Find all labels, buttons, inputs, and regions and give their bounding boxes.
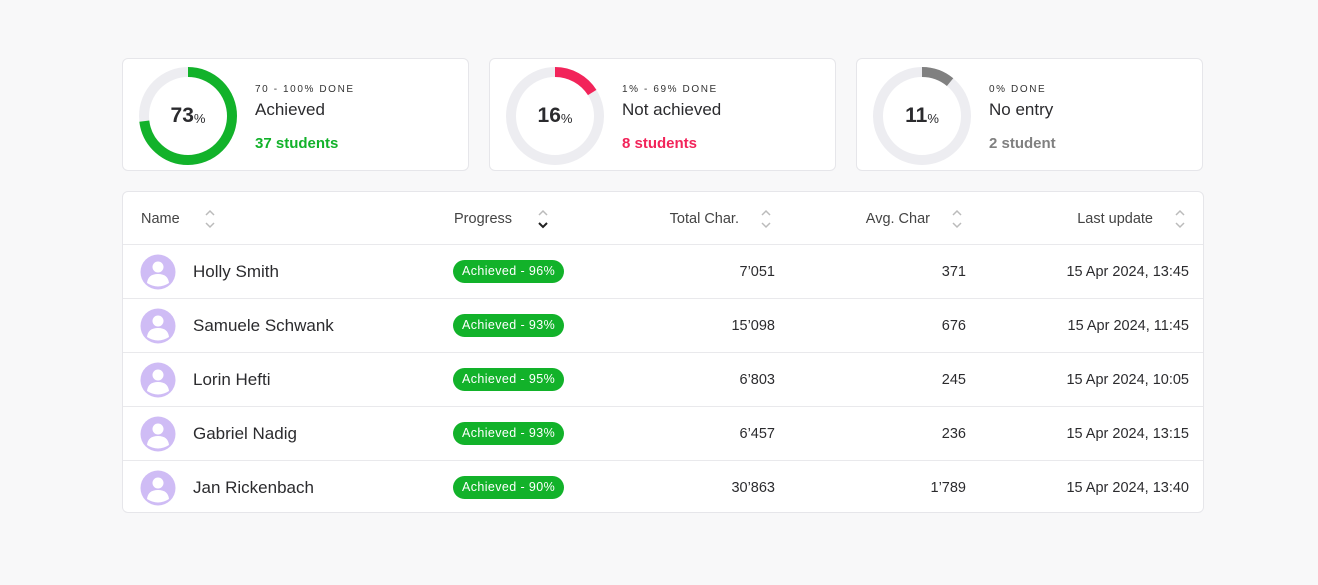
data-table: Name Progress Total Char. Avg. Char Last upd… [122, 191, 1204, 513]
summary-card: 16% 1% - 69% DONE Not achieved 8 students [489, 58, 836, 171]
sort-up [952, 209, 962, 216]
sort-up [205, 209, 215, 216]
column-header[interactable]: Avg. Char [865, 211, 930, 227]
sort-up [1175, 209, 1185, 216]
donut-arc [506, 67, 604, 165]
char-count: 15’098 [731, 318, 775, 334]
avatar [140, 470, 176, 506]
column-header[interactable]: Total Char. [669, 211, 739, 227]
char-count: 6’803 [739, 372, 775, 388]
progress-pill: Achieved - 90% [453, 476, 565, 499]
table-row: Holly Smith Achieved - 96% 7’051 371 15 Apr … [123, 244, 1203, 299]
range-label: 70 - 100% DONE [255, 84, 355, 95]
table-row: Samuele Schwank Achieved - 93% 15’098 676 15… [123, 298, 1203, 353]
avatar-head [152, 369, 164, 381]
student-name: Samuele Schwank [193, 316, 334, 335]
progress-pill: Achieved - 93% [453, 314, 565, 337]
status-label: Not achieved [622, 100, 722, 119]
avatar-body [147, 328, 169, 341]
last-update: 15 Apr 2024, 13:45 [1066, 264, 1189, 280]
table-row: Lorin Hefti Achieved - 95% 6’803 245 15 Apr … [123, 352, 1203, 407]
sort-icon[interactable] [951, 208, 963, 230]
range-label: 0% DONE [989, 84, 1047, 95]
column-header[interactable]: Last update [1077, 211, 1153, 227]
avatar-head [152, 315, 164, 327]
char-count: 371 [941, 264, 966, 280]
percent-label: 16% [504, 65, 606, 167]
column-header[interactable]: Name [141, 211, 180, 227]
sort-down [761, 222, 771, 229]
student-count: 8 students [622, 135, 698, 152]
progress-pill: Achieved - 96% [453, 260, 565, 283]
avatar-head [152, 477, 164, 489]
status-label: Achieved [255, 100, 325, 119]
char-count: 245 [941, 372, 966, 388]
student-name: Lorin Hefti [193, 370, 271, 389]
avatar-body [147, 382, 169, 395]
last-update: 15 Apr 2024, 13:15 [1066, 426, 1189, 442]
table-row: Jan Rickenbach Achieved - 90% 30’863 1’789 1… [123, 460, 1203, 515]
summary-card: 11% 0% DONE No entry 2 student [856, 58, 1203, 171]
avatar [140, 308, 176, 344]
last-update: 15 Apr 2024, 10:05 [1066, 372, 1189, 388]
sort-icon[interactable] [1174, 208, 1186, 230]
status-label: No entry [989, 100, 1054, 119]
range-label: 1% - 69% DONE [622, 84, 718, 95]
student-name: Gabriel Nadig [193, 424, 297, 443]
last-update: 15 Apr 2024, 11:45 [1067, 318, 1189, 334]
sort-icon[interactable] [204, 208, 216, 230]
percent-unit: % [193, 111, 206, 126]
char-count: 676 [941, 318, 966, 334]
sort-icon[interactable] [537, 208, 549, 230]
percent-value: 16 [537, 104, 561, 127]
char-count: 6’457 [739, 426, 775, 442]
sort-down [205, 222, 215, 229]
percent-unit: % [560, 111, 573, 126]
student-name: Jan Rickenbach [193, 478, 314, 497]
sort-icon[interactable] [760, 208, 772, 230]
avatar [140, 254, 176, 290]
sort-up [538, 209, 548, 216]
table-row: Gabriel Nadig Achieved - 93% 6’457 236 15 Ap… [123, 406, 1203, 461]
percent-unit: % [927, 111, 939, 126]
avatar-body [147, 490, 169, 503]
percent-value: 73 [170, 104, 194, 127]
summary-card: 73% 70 - 100% DONE Achieved 37 students [122, 58, 469, 171]
percent-label: 11% [871, 65, 973, 167]
student-count: 37 students [255, 135, 339, 152]
donut [873, 67, 971, 165]
student-name: Holly Smith [193, 262, 279, 281]
avatar [140, 362, 176, 398]
sort-up [761, 209, 771, 216]
progress-pill: Achieved - 95% [453, 368, 565, 391]
student-count: 2 student [989, 135, 1056, 152]
last-update: 15 Apr 2024, 13:40 [1066, 480, 1189, 496]
sort-down [952, 222, 962, 229]
sort-down [1175, 222, 1185, 229]
char-count: 30’863 [731, 480, 775, 496]
sort-down [538, 222, 548, 229]
column-header[interactable]: Progress [454, 211, 513, 227]
percent-label: 73% [137, 65, 239, 167]
donut-arc [873, 67, 971, 165]
char-count: 1’789 [930, 480, 966, 496]
donut [139, 67, 237, 165]
char-count: 7’051 [739, 264, 775, 280]
avatar-head [152, 423, 164, 435]
progress-pill: Achieved - 93% [453, 422, 565, 445]
avatar-head [152, 261, 164, 273]
percent-value: 11 [905, 104, 928, 127]
avatar-body [147, 274, 169, 287]
donut [506, 67, 604, 165]
donut-arc [139, 67, 237, 165]
avatar-body [147, 436, 169, 449]
char-count: 236 [941, 426, 966, 442]
avatar [140, 416, 176, 452]
